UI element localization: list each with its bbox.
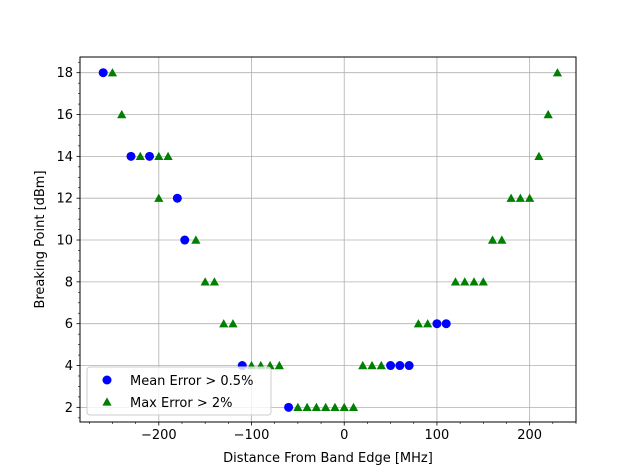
data-point-circle xyxy=(126,151,136,161)
x-tick-label: −200 xyxy=(141,428,177,443)
data-point-triangle xyxy=(450,277,461,286)
legend-label-max-error: Max Error > 2% xyxy=(130,396,232,411)
y-tick-label: 12 xyxy=(56,192,73,207)
data-point-triangle xyxy=(376,360,386,370)
data-point-triangle xyxy=(330,402,340,412)
data-point-circle xyxy=(441,319,451,329)
x-tick-label: −100 xyxy=(234,428,270,443)
data-point-triangle xyxy=(293,402,303,412)
data-point-triangle xyxy=(478,277,488,286)
legend: Mean Error > 0.5% Max Error > 2% xyxy=(86,366,272,416)
data-point-triangle xyxy=(348,402,359,412)
data-point-triangle xyxy=(163,151,173,161)
data-point-triangle xyxy=(154,193,164,202)
y-tick-label: 2 xyxy=(65,401,73,416)
data-point-circle xyxy=(98,68,108,78)
data-point-triangle xyxy=(200,277,210,286)
data-point-triangle xyxy=(469,277,479,286)
data-point-triangle xyxy=(358,360,368,370)
data-point-circle xyxy=(172,193,182,203)
data-point-triangle xyxy=(339,402,349,412)
data-point-circle xyxy=(404,361,414,371)
data-point-triangle xyxy=(506,193,516,202)
y-tick-label: 10 xyxy=(56,234,73,249)
data-point-triangle xyxy=(543,109,553,119)
data-point-triangle xyxy=(228,319,238,328)
data-point-triangle xyxy=(552,68,563,77)
data-point-triangle xyxy=(117,109,127,119)
y-tick-label: 6 xyxy=(65,317,73,332)
y-tick-label: 14 xyxy=(56,150,73,165)
data-point-circle xyxy=(395,361,405,371)
data-point-triangle xyxy=(423,319,433,328)
data-point-triangle xyxy=(321,402,331,412)
x-axis-ticks: −200 −100 0 100 200 xyxy=(88,422,577,443)
y-tick-label: 4 xyxy=(65,359,73,374)
data-point-triangle xyxy=(209,277,220,286)
y-tick-label: 18 xyxy=(56,66,73,81)
y-tick-label: 16 xyxy=(56,108,73,123)
data-point-triangle xyxy=(413,319,423,328)
data-point-triangle xyxy=(487,235,498,244)
data-point-triangle xyxy=(525,193,535,202)
x-tick-label: 200 xyxy=(517,428,542,443)
y-axis-ticks: 2 4 6 8 10 12 14 16 18 xyxy=(56,61,80,419)
data-point-triangle xyxy=(534,151,544,161)
legend-marker-circle xyxy=(102,375,112,385)
data-point-triangle xyxy=(107,68,118,77)
data-point-circle xyxy=(386,361,396,371)
plot-frame xyxy=(79,56,577,423)
data-point-triangle xyxy=(311,402,322,412)
x-axis-label: Distance From Band Edge [MHz] xyxy=(223,451,433,466)
data-point-circle xyxy=(145,151,155,161)
data-point-triangle xyxy=(154,151,164,161)
data-point-triangle xyxy=(191,235,201,244)
y-tick-label: 8 xyxy=(65,275,73,290)
legend-box xyxy=(86,366,272,416)
data-point-triangle xyxy=(460,277,470,286)
data-point-circle xyxy=(432,319,442,329)
data-point-triangle xyxy=(274,360,284,370)
data-point-circle xyxy=(180,235,190,245)
data-point-triangle xyxy=(367,360,377,370)
x-tick-label: 0 xyxy=(340,428,348,443)
data-point-circle xyxy=(284,402,294,412)
data-point-triangle xyxy=(497,235,507,244)
legend-label-mean-error: Mean Error > 0.5% xyxy=(130,374,253,389)
data-point-triangle xyxy=(135,151,145,161)
y-axis-label: Breaking Point [dBm] xyxy=(33,170,48,308)
data-point-triangle xyxy=(302,402,312,412)
x-tick-label: 100 xyxy=(425,428,450,443)
data-point-triangle xyxy=(219,319,229,328)
legend-marker-triangle xyxy=(102,397,112,406)
data-point-triangle xyxy=(515,193,525,202)
